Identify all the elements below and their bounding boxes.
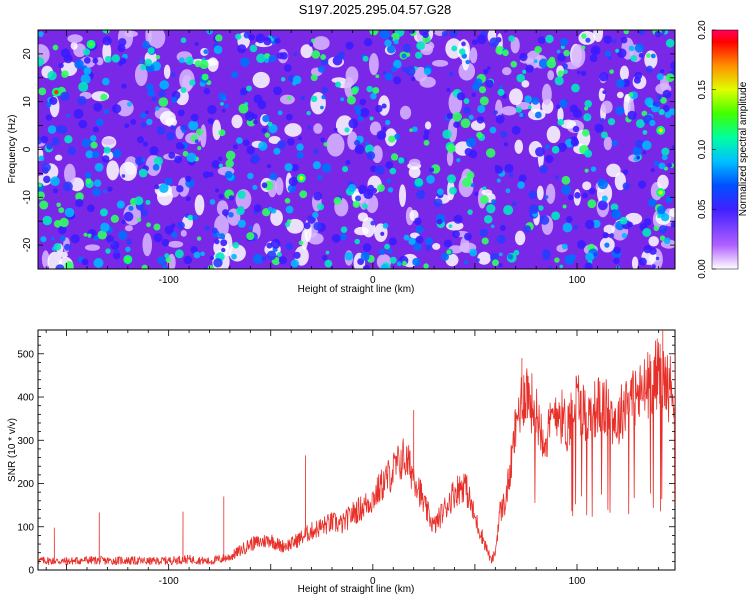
spectrogram-ytick: -20	[22, 237, 33, 252]
snr-ytick: 300	[17, 436, 34, 447]
snr-xtick: -100	[159, 576, 179, 587]
snr-ytick: 100	[17, 522, 34, 533]
colorbar-tick: 0.20	[697, 20, 708, 40]
spectrogram-ytick: 10	[22, 96, 33, 108]
spectrogram-ylabel: Frequency (Hz)	[7, 115, 18, 184]
snr-ytick: 200	[17, 479, 34, 490]
spectrogram-xtick: 0	[370, 275, 376, 286]
spectrogram-ytick: -10	[22, 190, 33, 205]
spectrogram-xtick: -100	[159, 275, 179, 286]
colorbar	[711, 29, 739, 270]
snr-ytick: 0	[28, 566, 34, 577]
snr-ytick: 400	[17, 393, 34, 404]
spectrogram-xtick: 100	[569, 275, 586, 286]
colorbar-label: Normalized spectral amplitude	[738, 81, 749, 216]
colorbar-tick: 0.05	[697, 199, 708, 219]
page-title: S197.2025.295.04.57.G28	[298, 2, 452, 17]
snr-frame	[37, 329, 676, 571]
snr-xlabel: Height of straight line (km)	[298, 584, 415, 595]
spectrogram-field	[38, 30, 675, 269]
spectrogram-ytick: 20	[22, 48, 33, 60]
snr-series-line	[38, 330, 675, 566]
snr-xtick: 0	[370, 576, 376, 587]
spectrogram-ytick: 0	[22, 146, 33, 152]
snr-chart: -100 0 100 0 100 200 300 400 500 Height of strai…	[7, 329, 676, 595]
snr-xtick: 100	[569, 576, 586, 587]
spectrogram-xlabel: Height of straight line (km)	[298, 284, 415, 295]
colorbar-tick: 0.15	[697, 80, 708, 100]
snr-ytick: 500	[17, 349, 34, 360]
colorbar-tick: 0.10	[697, 139, 708, 159]
colorbar-tick: 0.00	[697, 259, 708, 279]
snr-ylabel: SNR (10 * v/v)	[7, 418, 18, 482]
